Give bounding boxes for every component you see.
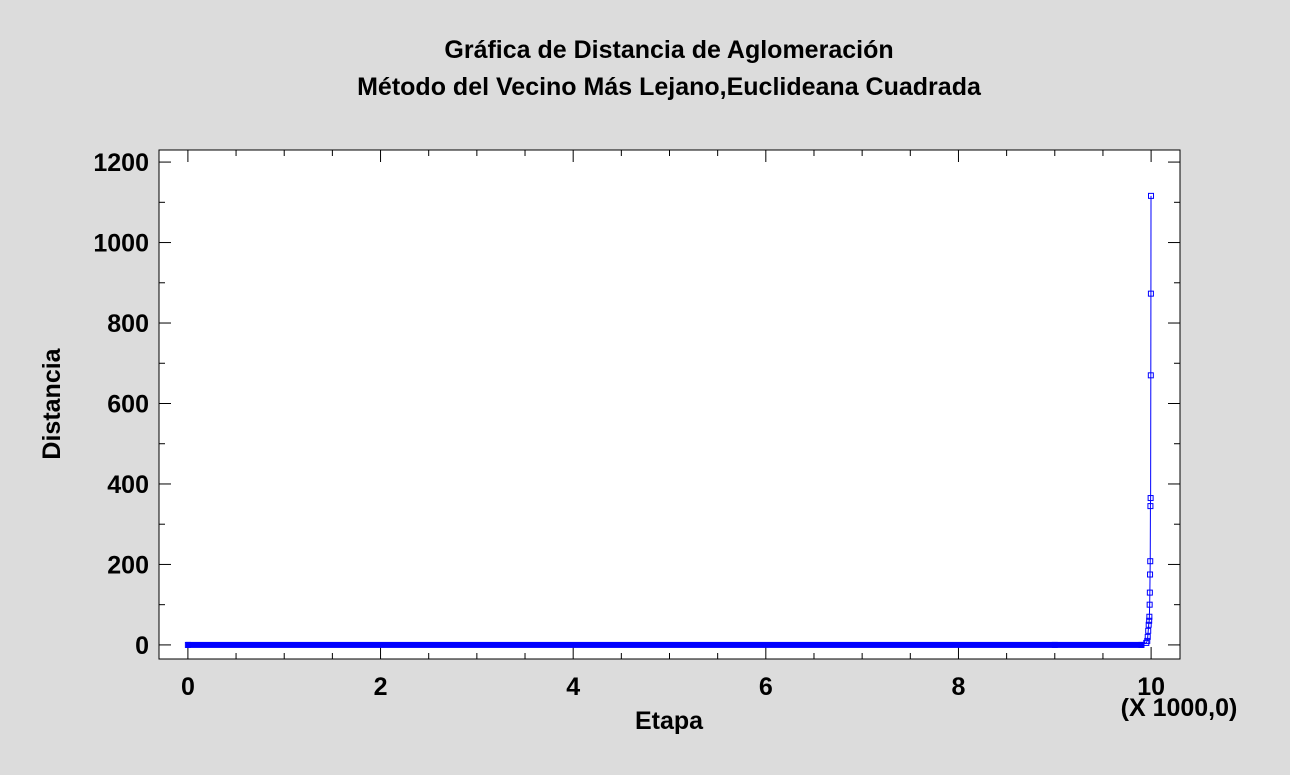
y-tick-label: 600: [107, 390, 149, 418]
data-point: [184, 641, 191, 648]
x-axis: 0 2 4 6 8 10: [181, 150, 1165, 701]
data-point: [1147, 372, 1154, 379]
data-point: [1147, 558, 1154, 565]
y-tick-label: 800: [107, 310, 149, 338]
data-point: [1148, 192, 1155, 199]
y-axis-label: Distancia: [38, 347, 66, 459]
x-tick-label: 2: [374, 673, 388, 701]
x-tick-label: 0: [181, 673, 195, 701]
data-point: [1147, 290, 1154, 297]
x-tick-label: 10: [1137, 673, 1165, 701]
data-point: [1145, 621, 1152, 628]
data-point: [1147, 503, 1154, 510]
y-tick-label: 1200: [93, 149, 149, 177]
data-point: [1051, 641, 1058, 648]
data-point: [1146, 601, 1153, 608]
x-tick-label: 8: [952, 673, 966, 701]
x-axis-multiplier: (X 1000,0): [1121, 694, 1238, 722]
data-point: [1144, 637, 1151, 644]
data-point: [1146, 613, 1153, 620]
y-tick-label: 200: [107, 551, 149, 579]
series-layer: [184, 192, 1155, 648]
y-tick-label: 400: [107, 471, 149, 499]
data-point: [1147, 495, 1154, 502]
x-tick-label: 6: [759, 673, 773, 701]
data-point: [1144, 633, 1151, 640]
y-tick-label: 0: [135, 632, 149, 660]
data-point: [1146, 589, 1153, 596]
y-tick-label: 1000: [93, 230, 149, 258]
chart-subtitle: Método del Vecino Más Lejano,Euclideana …: [357, 73, 982, 101]
chart-title: Gráfica de Distancia de Aglomeración: [444, 36, 893, 64]
data-point: [1147, 571, 1154, 578]
x-axis-label: Etapa: [635, 707, 704, 735]
data-point: [1146, 617, 1153, 624]
x-tick-label: 4: [566, 673, 580, 701]
y-axis: 0 200 400 600 800 1000 1200: [93, 149, 1180, 660]
plot-area: [158, 149, 1181, 660]
data-point: [1145, 627, 1152, 634]
